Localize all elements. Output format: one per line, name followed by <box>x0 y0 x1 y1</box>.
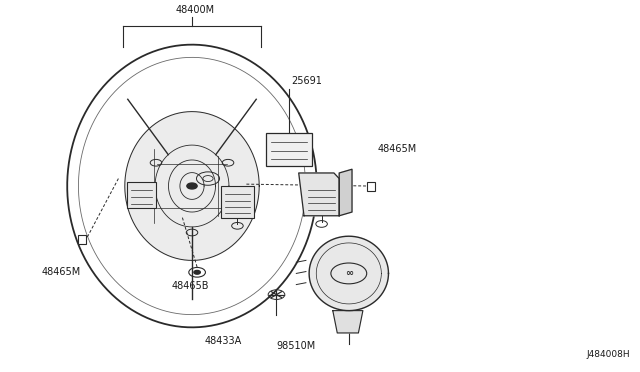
Text: J484008H: J484008H <box>587 350 630 359</box>
FancyBboxPatch shape <box>127 182 156 208</box>
Text: 25691: 25691 <box>291 76 322 86</box>
Text: 48465M: 48465M <box>42 267 81 277</box>
FancyBboxPatch shape <box>367 182 375 191</box>
Text: 48433A: 48433A <box>204 336 241 346</box>
Text: 48465M: 48465M <box>378 144 417 154</box>
Text: 98510M: 98510M <box>276 341 316 352</box>
Polygon shape <box>309 236 388 311</box>
Polygon shape <box>333 311 363 333</box>
Text: ∞: ∞ <box>345 269 353 278</box>
Text: 48465B: 48465B <box>172 281 209 291</box>
FancyBboxPatch shape <box>221 186 254 218</box>
FancyBboxPatch shape <box>266 133 312 166</box>
Polygon shape <box>339 169 352 216</box>
Text: 48400M: 48400M <box>175 5 215 15</box>
Circle shape <box>187 183 197 189</box>
Polygon shape <box>125 112 259 260</box>
Polygon shape <box>299 173 339 216</box>
FancyBboxPatch shape <box>78 235 86 244</box>
Circle shape <box>194 270 200 274</box>
